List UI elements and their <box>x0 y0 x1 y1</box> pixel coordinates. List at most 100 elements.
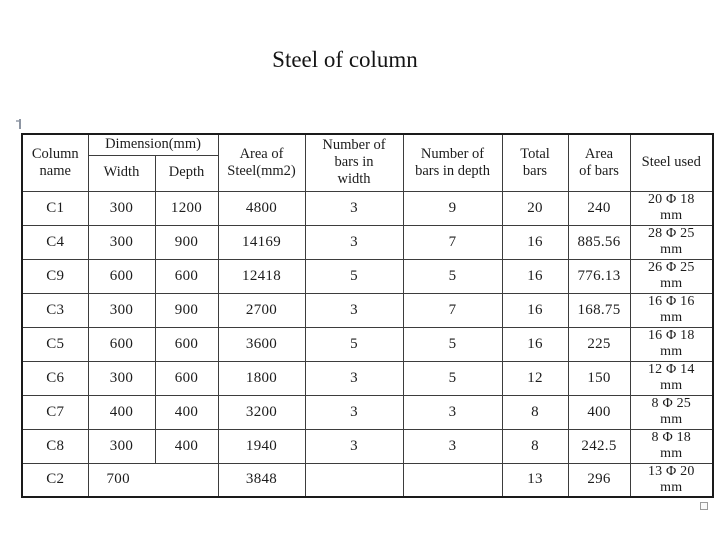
cell-depth: 400 <box>154 428 219 464</box>
cell-bars-in-depth: 7 <box>402 292 503 328</box>
cell-area-of-steel: 2700 <box>217 292 306 328</box>
cell-area-of-steel: 3200 <box>217 394 306 430</box>
table-row: C6 300 600 1800 3 5 12 150 12 Φ 14 mm <box>21 360 714 396</box>
cell-width: 300 <box>87 428 156 464</box>
cell-bars-in-width: 3 <box>304 190 404 226</box>
cell-column-name: C8 <box>21 428 89 464</box>
table-resize-handle[interactable] <box>700 502 708 510</box>
cell-area-of-steel: 1800 <box>217 360 306 396</box>
cell-width: 400 <box>87 394 156 430</box>
table-row: C3 300 900 2700 3 7 16 168.75 16 Φ 16 mm <box>21 292 714 328</box>
cell-depth: 400 <box>154 394 219 430</box>
header-column-name: Column name <box>21 133 89 192</box>
cell-bars-in-depth: 5 <box>402 326 503 362</box>
cell-total-bars: 16 <box>501 224 569 260</box>
cell-area-of-bars: 400 <box>567 394 631 430</box>
table-row: C7 400 400 3200 3 3 8 400 8 Φ 25 mm <box>21 394 714 430</box>
cell-area-of-steel: 3848 <box>217 462 306 498</box>
cell-depth: 1200 <box>154 190 219 226</box>
cell-area-of-bars: 776.13 <box>567 258 631 294</box>
cell-area-of-steel: 12418 <box>217 258 306 294</box>
cell-steel-used: 20 Φ 18 mm <box>629 190 714 226</box>
cell-total-bars: 16 <box>501 326 569 362</box>
cell-bars-in-depth: 5 <box>402 360 503 396</box>
table-row: C8 300 400 1940 3 3 8 242.5 8 Φ 18 mm <box>21 428 714 464</box>
cell-column-name: C7 <box>21 394 89 430</box>
cell-area-of-steel: 1940 <box>217 428 306 464</box>
table-row: C1 300 1200 4800 3 9 20 240 20 Φ 18 mm <box>21 190 714 226</box>
cell-steel-used: 8 Φ 25 mm <box>629 394 714 430</box>
cell-column-name: C5 <box>21 326 89 362</box>
cell-bars-in-depth <box>402 462 503 498</box>
cell-area-of-steel: 14169 <box>217 224 306 260</box>
table-row: C4 300 900 14169 3 7 16 885.56 28 Φ 25 mm <box>21 224 714 260</box>
cell-area-of-steel: 4800 <box>217 190 306 226</box>
cell-column-name: C9 <box>21 258 89 294</box>
header-row-top: Column name Dimension(mm) Area of Steel(… <box>21 133 714 192</box>
cell-bars-in-width: 3 <box>304 360 404 396</box>
cell-total-bars: 12 <box>501 360 569 396</box>
table-body: C1 300 1200 4800 3 9 20 240 20 Φ 18 mm C4 300 900 14… <box>21 190 714 498</box>
cell-total-bars: 13 <box>501 462 569 498</box>
cell-depth: 600 <box>154 258 219 294</box>
cell-bars-in-width: 3 <box>304 428 404 464</box>
header-bars-in-depth: Number of bars in depth <box>402 133 503 192</box>
header-total-bars: Total bars <box>501 133 569 192</box>
cell-column-name: C2 <box>21 462 89 498</box>
cell-width: 300 <box>87 360 156 396</box>
cell-bars-in-width: 5 <box>304 326 404 362</box>
cell-steel-used: 16 Φ 16 mm <box>629 292 714 328</box>
cell-depth: 600 <box>154 360 219 396</box>
cell-total-bars: 8 <box>501 394 569 430</box>
cell-bars-in-width: 3 <box>304 292 404 328</box>
header-dimension: Dimension(mm) <box>87 133 219 156</box>
cell-bars-in-depth: 5 <box>402 258 503 294</box>
cell-bars-in-width: 5 <box>304 258 404 294</box>
cell-total-bars: 16 <box>501 292 569 328</box>
cell-area-of-bars: 225 <box>567 326 631 362</box>
page-title: Steel of column <box>272 47 418 72</box>
cell-bars-in-width: 3 <box>304 394 404 430</box>
header-steel-used: Steel used <box>629 133 714 192</box>
cell-width: 300 <box>87 292 156 328</box>
cell-column-name: C3 <box>21 292 89 328</box>
cell-bars-in-depth: 7 <box>402 224 503 260</box>
cell-depth: 900 <box>154 292 219 328</box>
header-bars-in-width: Number of bars in width <box>304 133 404 192</box>
header-depth: Depth <box>154 154 219 192</box>
cell-width: 700 <box>87 462 219 498</box>
cell-total-bars: 20 <box>501 190 569 226</box>
cell-total-bars: 16 <box>501 258 569 294</box>
cell-column-name: C6 <box>21 360 89 396</box>
cell-total-bars: 8 <box>501 428 569 464</box>
cell-area-of-bars: 885.56 <box>567 224 631 260</box>
cell-column-name: C1 <box>21 190 89 226</box>
cell-depth: 900 <box>154 224 219 260</box>
table-row: C9 600 600 12418 5 5 16 776.13 26 Φ 25 mm <box>21 258 714 294</box>
table-row: C2 700 3848 13 296 13 Φ 20 mm <box>21 462 714 498</box>
cell-steel-used: 12 Φ 14 mm <box>629 360 714 396</box>
table-move-handle[interactable] <box>16 119 21 129</box>
cell-bars-in-depth: 3 <box>402 428 503 464</box>
cell-bars-in-width <box>304 462 404 498</box>
cell-area-of-bars: 296 <box>567 462 631 498</box>
cell-bars-in-depth: 3 <box>402 394 503 430</box>
cell-width: 300 <box>87 190 156 226</box>
cell-bars-in-width: 3 <box>304 224 404 260</box>
cell-bars-in-depth: 9 <box>402 190 503 226</box>
cell-depth: 600 <box>154 326 219 362</box>
table-row: C5 600 600 3600 5 5 16 225 16 Φ 18 mm <box>21 326 714 362</box>
cell-area-of-steel: 3600 <box>217 326 306 362</box>
cell-steel-used: 16 Φ 18 mm <box>629 326 714 362</box>
cell-area-of-bars: 240 <box>567 190 631 226</box>
cell-area-of-bars: 242.5 <box>567 428 631 464</box>
steel-table: Column name Dimension(mm) Area of Steel(… <box>21 133 715 498</box>
header-width: Width <box>87 154 156 192</box>
cell-area-of-bars: 150 <box>567 360 631 396</box>
cell-steel-used: 28 Φ 25 mm <box>629 224 714 260</box>
cell-column-name: C4 <box>21 224 89 260</box>
cell-steel-used: 26 Φ 25 mm <box>629 258 714 294</box>
header-area-of-bars: Area of bars <box>567 133 631 192</box>
header-row-sub: Width Depth <box>22 154 713 192</box>
